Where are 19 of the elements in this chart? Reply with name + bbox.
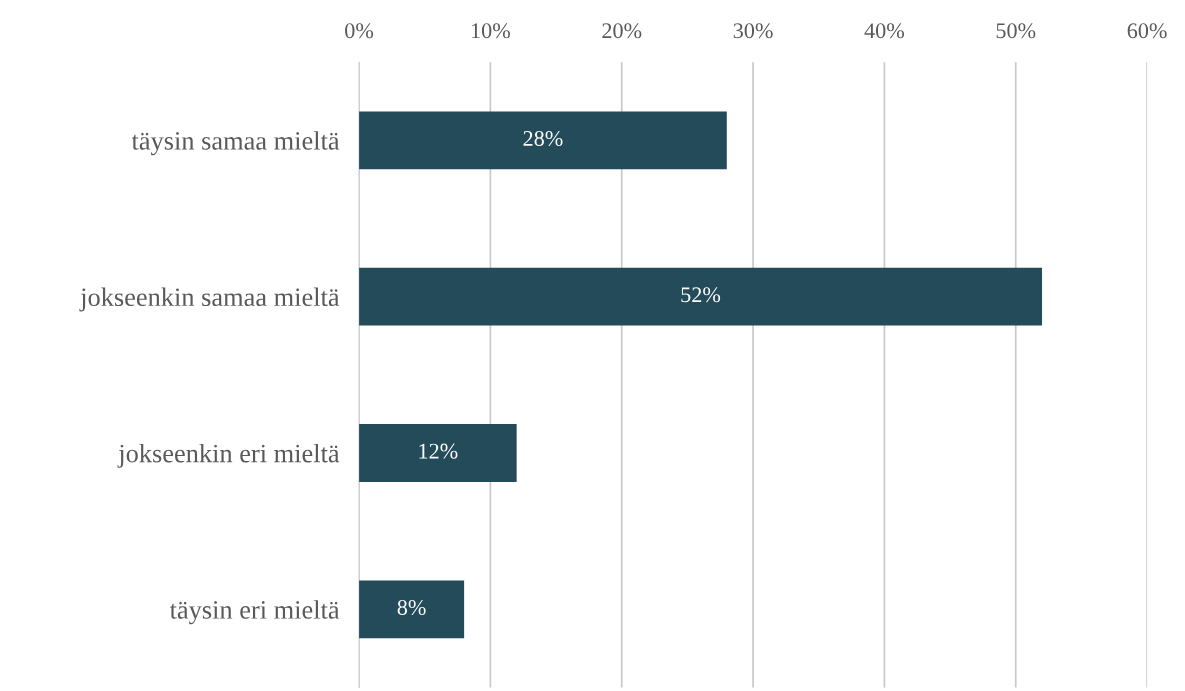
x-tick-label: 10%: [471, 23, 510, 39]
data-label: 52%: [681, 287, 721, 303]
bar: [359, 424, 517, 482]
y-tick-label: täysin samaa mieltä: [131, 131, 340, 156]
bar: [359, 580, 465, 639]
data-label: 8%: [397, 599, 426, 616]
x-tick-label: 50%: [996, 23, 1036, 39]
y-tick-label: jokseenkin samaa mieltä: [79, 287, 340, 312]
y-tick-label: jokseenkin eri mieltä: [117, 443, 340, 468]
bar: [359, 267, 1043, 326]
data-label: 12%: [419, 443, 458, 459]
y-tick-label: täysin eri mieltä: [169, 600, 340, 625]
x-tick-label: 30%: [733, 23, 773, 39]
x-tick-label: 60%: [1127, 23, 1167, 39]
data-label: 28%: [523, 130, 563, 146]
x-tick-label: 20%: [602, 23, 642, 39]
bar: [359, 111, 727, 170]
x-tick-label: 0%: [345, 23, 374, 39]
x-tick-label: 40%: [864, 23, 905, 39]
